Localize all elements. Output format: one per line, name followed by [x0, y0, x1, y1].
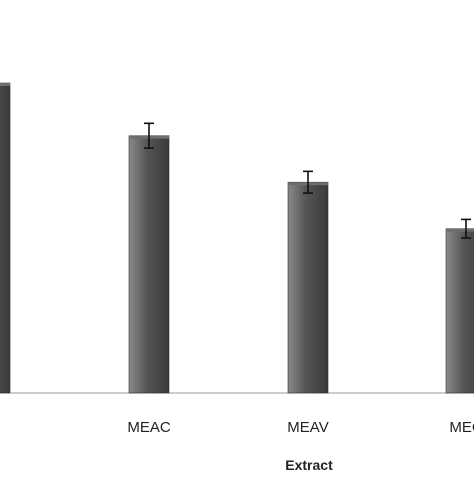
x-tick-labels: MLMEACMEAVMEC	[0, 419, 474, 436]
x-axis-title: Extract	[285, 457, 333, 473]
bar-cap-mec	[446, 229, 474, 232]
x-tick-label-mec: MEC	[449, 419, 474, 436]
bar-cap-ml	[0, 83, 10, 86]
bar-meac	[129, 136, 169, 393]
bar-meav	[288, 182, 328, 393]
bars-layer	[0, 83, 474, 393]
x-tick-label-meac: MEAC	[127, 419, 171, 436]
x-tick-label-meav: MEAV	[287, 419, 328, 436]
bar-ml	[0, 83, 10, 393]
bar-mec	[446, 229, 474, 393]
